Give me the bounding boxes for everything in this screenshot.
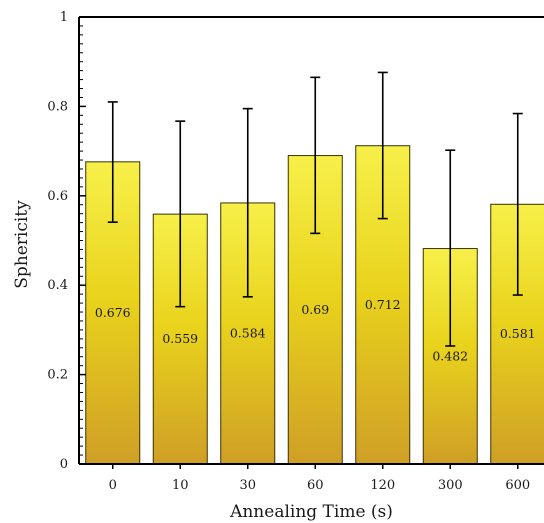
x-tick-label-10: 10 — [172, 478, 189, 493]
x-axis-label: Annealing Time (s) — [229, 502, 393, 522]
data-label-30: 0.584 — [230, 325, 266, 340]
y-axis-label: Sphericity — [12, 200, 32, 289]
data-label-60: 0.69 — [301, 302, 329, 317]
y-tick-label: 0.4 — [47, 278, 68, 293]
data-labels: 0.676 0.559 0.584 0.69 0.712 0.482 0.581 — [95, 297, 536, 363]
data-label-120: 0.712 — [365, 297, 401, 312]
data-label-300: 0.482 — [432, 348, 468, 363]
y-tick-label: 1 — [60, 10, 68, 25]
x-tick-label-60: 60 — [307, 478, 324, 493]
y-tick-label: 0.6 — [47, 189, 68, 204]
x-tick-label-30: 30 — [239, 478, 256, 493]
data-label-600: 0.581 — [500, 326, 536, 341]
data-label-0: 0.676 — [95, 305, 131, 320]
y-ticks: 0 0.2 0.4 0.6 0.8 1 — [47, 10, 86, 472]
x-tick-label-600: 600 — [505, 478, 530, 493]
y-tick-label: 0.2 — [47, 368, 68, 383]
x-tick-label-0: 0 — [109, 478, 117, 493]
y-tick-label: 0.8 — [47, 99, 68, 114]
y-tick-label: 0 — [60, 457, 68, 472]
error-bars — [107, 71, 523, 347]
x-tick-label-300: 300 — [438, 478, 463, 493]
x-tick-label-120: 120 — [370, 478, 395, 493]
data-label-10: 0.559 — [162, 331, 198, 346]
x-ticks: 0 10 30 60 120 300 600 — [109, 464, 530, 493]
